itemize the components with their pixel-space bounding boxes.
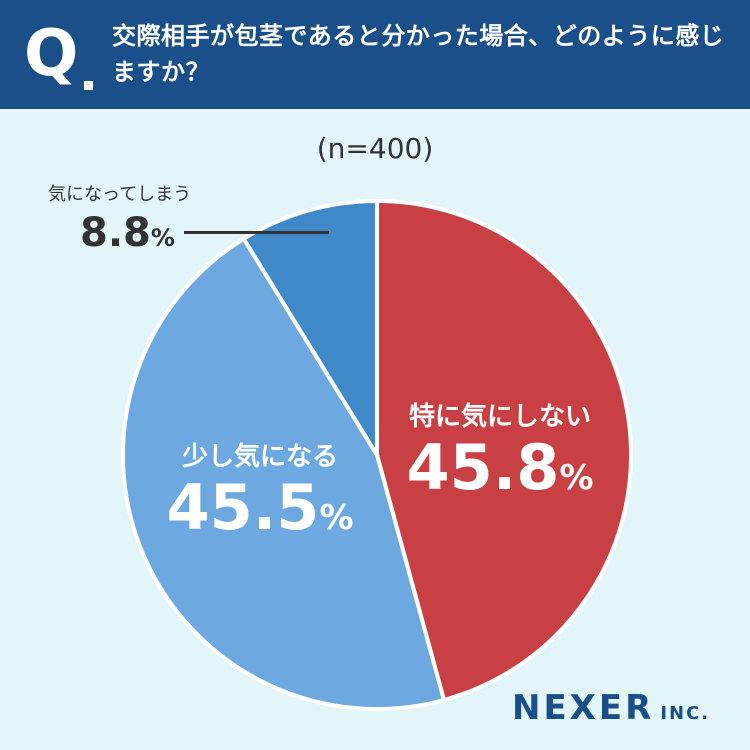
slice-label-dont-care: 特に気にしない 45.8% [400, 396, 600, 513]
slice-label-value-slightly: 45.5% [160, 473, 360, 553]
pie-slice-slightly [121, 236, 446, 712]
percent-sign: % [319, 498, 354, 538]
slice-label-value-worried: 8.8% [80, 210, 175, 256]
q-mark: Q [24, 17, 79, 91]
slice-label-name-dont-care: 特に気にしない [408, 402, 591, 432]
nexer-logo: NEXER INC. [512, 688, 710, 728]
value-slightly: 45.5 [166, 471, 320, 544]
value-dont-care: 45.8 [406, 431, 560, 504]
pie-slice-dont-care [375, 199, 634, 703]
slice-label-slightly: 少し気になる 45.5% [160, 436, 360, 553]
callout-line [184, 231, 329, 234]
q-dot [84, 81, 93, 90]
percent-sign: % [559, 458, 594, 498]
slice-label-value-dont-care: 45.8% [400, 433, 600, 513]
sample-size: (n=400) [316, 132, 434, 165]
question-text: 交際相手が包茎であると分かった場合、どのように感じますか？ [112, 22, 725, 86]
pie-slice-worried [241, 199, 379, 457]
value-worried: 8.8 [80, 210, 151, 256]
slice-label-name-worried: 気になってしまう [48, 184, 192, 205]
percent-sign: % [150, 224, 175, 252]
question-header: Q 交際相手が包茎であると分かった場合、どのように感じますか？ [0, 0, 750, 109]
slice-label-name-slightly: 少し気になる [181, 442, 338, 472]
logo-sub: INC. [660, 703, 711, 724]
logo-main: NEXER [512, 688, 655, 728]
